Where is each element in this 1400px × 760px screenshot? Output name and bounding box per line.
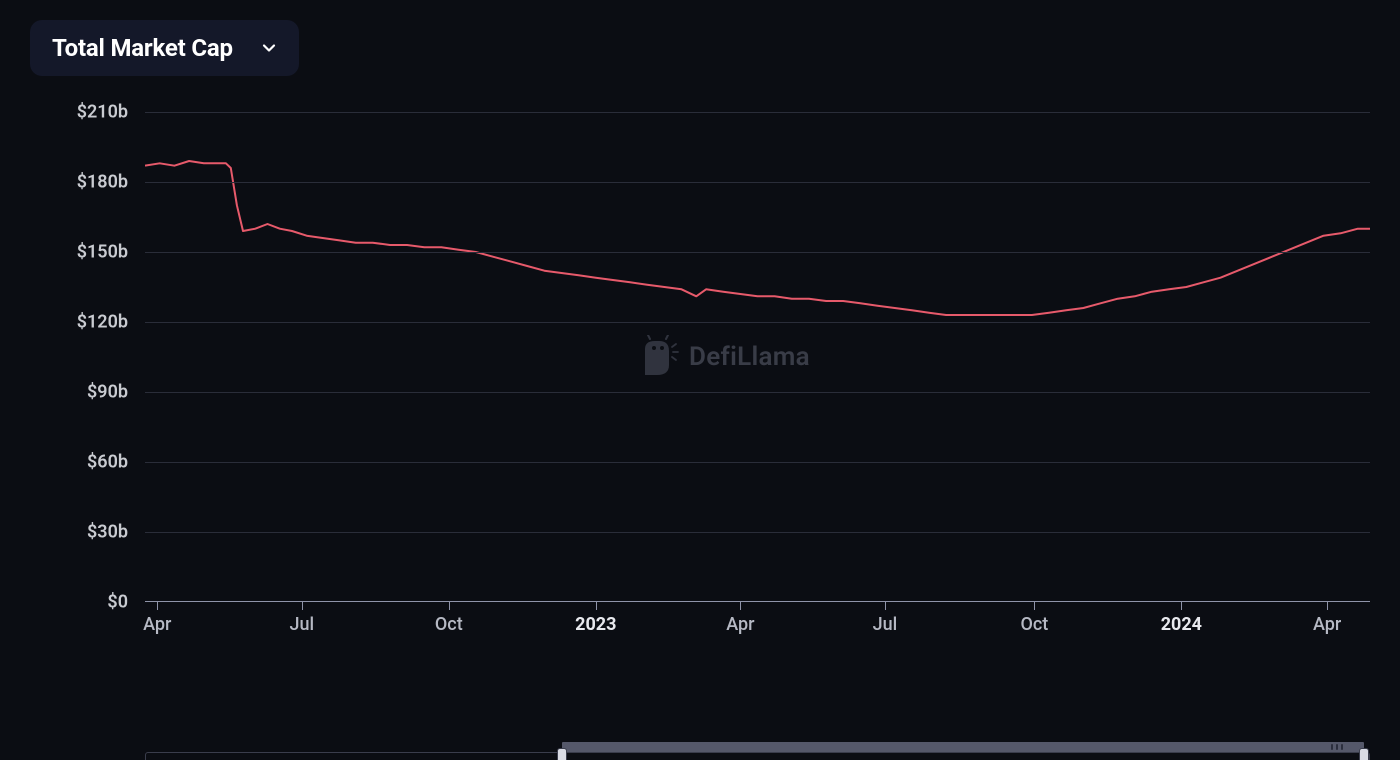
- brush-handle-right[interactable]: [1359, 748, 1369, 760]
- y-tick-label: $60b: [87, 452, 128, 473]
- x-tick: [1181, 602, 1182, 610]
- grid-line: [145, 392, 1370, 393]
- y-tick-label: $150b: [77, 242, 128, 263]
- grid-line: [145, 112, 1370, 113]
- brush-mini-chart: [146, 753, 1370, 760]
- grid-line: [145, 252, 1370, 253]
- x-tick-label: Apr: [1313, 614, 1341, 635]
- x-tick: [449, 602, 450, 610]
- series-line: [145, 161, 1370, 315]
- chart-container: $0$30b$60b$90b$120b$150b$180b$210b DefiL…: [30, 112, 1370, 672]
- x-axis: Apr Jul Oct 2023 Apr Jul Oct 2024 Apr: [145, 602, 1370, 652]
- x-tick-label: 2024: [1161, 614, 1202, 635]
- brush-selection-bar[interactable]: [562, 742, 1364, 752]
- brush-grip-icon: [1331, 744, 1343, 750]
- y-tick-label: $120b: [77, 312, 128, 333]
- plot-area[interactable]: DefiLlama: [145, 112, 1370, 602]
- brush-track: [145, 752, 1370, 760]
- x-tick-label: Jul: [873, 614, 898, 635]
- grid-line: [145, 532, 1370, 533]
- brush-handle-left[interactable]: [557, 748, 567, 760]
- x-tick: [885, 602, 886, 610]
- y-tick-label: $90b: [87, 382, 128, 403]
- x-tick: [596, 602, 597, 610]
- x-tick-label: Jul: [289, 614, 314, 635]
- line-series-svg: [145, 112, 1370, 602]
- x-tick-label: Apr: [726, 614, 754, 635]
- y-tick-label: $30b: [87, 522, 128, 543]
- x-tick-label: 2023: [575, 614, 616, 635]
- metric-dropdown[interactable]: Total Market Cap: [30, 20, 299, 76]
- x-tick: [302, 602, 303, 610]
- metric-dropdown-label: Total Market Cap: [52, 34, 233, 62]
- grid-line: [145, 462, 1370, 463]
- grid-line: [145, 182, 1370, 183]
- y-axis: $0$30b$60b$90b$120b$150b$180b$210b: [30, 112, 140, 602]
- x-tick: [157, 602, 158, 610]
- x-tick-label: Apr: [143, 614, 171, 635]
- y-tick-label: $210b: [77, 102, 128, 123]
- x-tick: [740, 602, 741, 610]
- y-tick-label: $180b: [77, 172, 128, 193]
- x-tick-label: Oct: [435, 614, 463, 635]
- y-tick-label: $0: [107, 592, 128, 613]
- range-brush[interactable]: [145, 752, 1370, 760]
- x-tick: [1034, 602, 1035, 610]
- grid-line: [145, 322, 1370, 323]
- x-tick-label: Oct: [1020, 614, 1048, 635]
- x-tick: [1327, 602, 1328, 610]
- chevron-down-icon: [261, 40, 277, 56]
